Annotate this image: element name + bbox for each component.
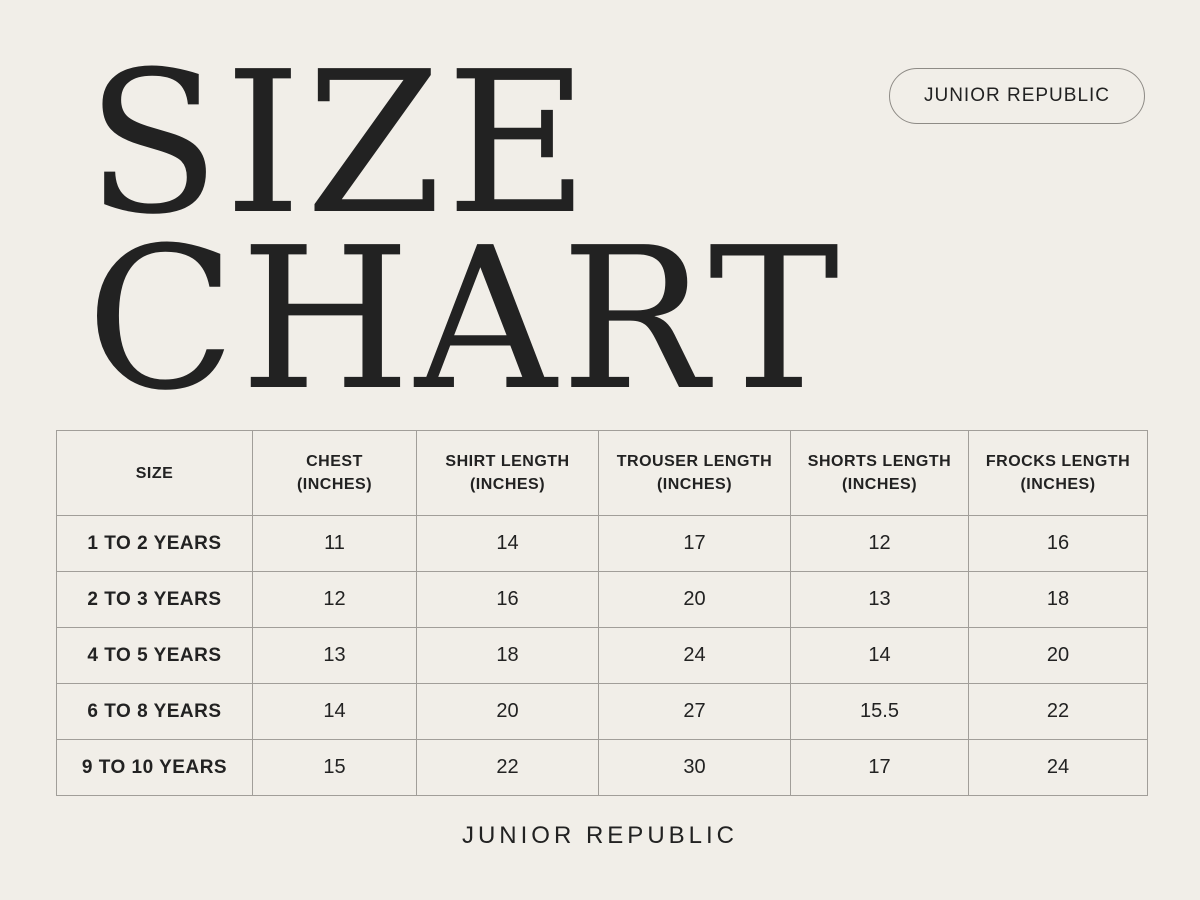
header-chest-unit: (INCHES) bbox=[296, 476, 373, 493]
chest-cell: 11 bbox=[252, 515, 417, 572]
trouser-length-cell: 27 bbox=[598, 683, 791, 740]
size-cell: 9 TO 10 YEARS bbox=[56, 739, 253, 796]
frocks-length-cell: 16 bbox=[968, 515, 1148, 572]
brand-badge: JUNIOR REPUBLIC bbox=[889, 68, 1145, 124]
header-frocks-length-label: FROCKS LENGTH bbox=[985, 453, 1131, 470]
size-cell: 4 TO 5 YEARS bbox=[56, 627, 253, 684]
table-row: 6 TO 8 YEARS 14 20 27 15.5 22 bbox=[56, 683, 1148, 740]
table-header-row: SIZE CHEST (INCHES) SHIRT LENGTH (INCHES… bbox=[56, 430, 1148, 516]
size-cell: 6 TO 8 YEARS bbox=[56, 683, 253, 740]
frocks-length-cell: 22 bbox=[968, 683, 1148, 740]
shorts-length-cell: 12 bbox=[790, 515, 969, 572]
shorts-length-cell: 15.5 bbox=[790, 683, 969, 740]
frocks-length-cell: 20 bbox=[968, 627, 1148, 684]
header-shirt-length: SHIRT LENGTH (INCHES) bbox=[416, 430, 599, 516]
shirt-length-cell: 22 bbox=[416, 739, 599, 796]
header-shirt-length-label: SHIRT LENGTH bbox=[445, 453, 570, 470]
table-row: 2 TO 3 YEARS 12 16 20 13 18 bbox=[56, 571, 1148, 628]
trouser-length-cell: 20 bbox=[598, 571, 791, 628]
header-trouser-length: TROUSER LENGTH (INCHES) bbox=[598, 430, 791, 516]
title-line-size: SIZE bbox=[86, 30, 593, 258]
table-row: 9 TO 10 YEARS 15 22 30 17 24 bbox=[56, 739, 1148, 796]
header-frocks-length-unit: (INCHES) bbox=[1020, 476, 1096, 493]
header-chest: CHEST (INCHES) bbox=[252, 430, 417, 516]
title-line-chart: CHART bbox=[86, 206, 844, 434]
header-trouser-length-unit: (INCHES) bbox=[656, 476, 733, 493]
header-shorts-length-label: SHORTS LENGTH bbox=[807, 453, 952, 470]
trouser-length-cell: 24 bbox=[598, 627, 791, 684]
chest-cell: 15 bbox=[252, 739, 417, 796]
header-shorts-length: SHORTS LENGTH (INCHES) bbox=[790, 430, 969, 516]
trouser-length-cell: 17 bbox=[598, 515, 791, 572]
shorts-length-cell: 14 bbox=[790, 627, 969, 684]
header-chest-label: CHEST bbox=[306, 453, 363, 470]
table-row: 1 TO 2 YEARS 11 14 17 12 16 bbox=[56, 515, 1148, 572]
footer-brand: JUNIOR REPUBLIC bbox=[461, 822, 739, 849]
header-shirt-length-unit: (INCHES) bbox=[469, 476, 546, 493]
header-shorts-length-unit: (INCHES) bbox=[841, 476, 918, 493]
header-frocks-length: FROCKS LENGTH (INCHES) bbox=[968, 430, 1148, 516]
chest-cell: 13 bbox=[252, 627, 417, 684]
chest-cell: 14 bbox=[252, 683, 417, 740]
shorts-length-cell: 13 bbox=[790, 571, 969, 628]
frocks-length-cell: 18 bbox=[968, 571, 1148, 628]
header-size-label: SIZE bbox=[135, 464, 174, 482]
table-row: 4 TO 5 YEARS 13 18 24 14 20 bbox=[56, 627, 1148, 684]
frocks-length-cell: 24 bbox=[968, 739, 1148, 796]
shirt-length-cell: 16 bbox=[416, 571, 599, 628]
size-cell: 2 TO 3 YEARS bbox=[56, 571, 253, 628]
header-trouser-length-label: TROUSER LENGTH bbox=[616, 453, 773, 470]
shirt-length-cell: 18 bbox=[416, 627, 599, 684]
size-chart-table: SIZE CHEST (INCHES) SHIRT LENGTH (INCHES… bbox=[56, 430, 1148, 796]
header-size: SIZE bbox=[56, 430, 253, 516]
shorts-length-cell: 17 bbox=[790, 739, 969, 796]
shirt-length-cell: 14 bbox=[416, 515, 599, 572]
chest-cell: 12 bbox=[252, 571, 417, 628]
size-cell: 1 TO 2 YEARS bbox=[56, 515, 253, 572]
trouser-length-cell: 30 bbox=[598, 739, 791, 796]
shirt-length-cell: 20 bbox=[416, 683, 599, 740]
